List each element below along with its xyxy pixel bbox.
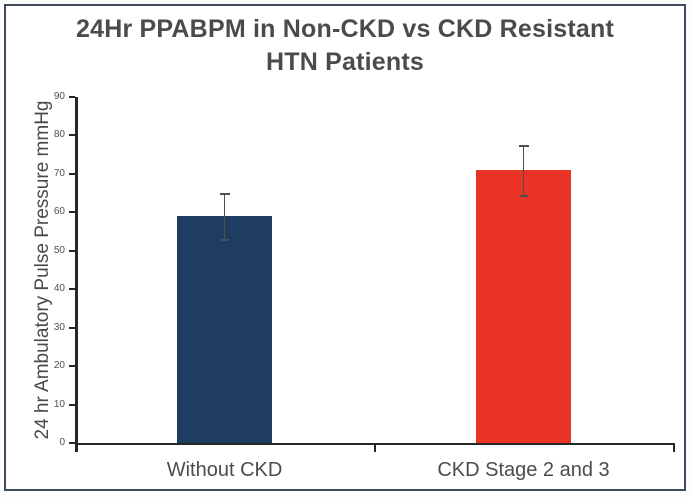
y-tick-mark — [69, 134, 75, 137]
bar-without-ckd — [177, 216, 272, 443]
y-tick-label: 40 — [53, 283, 65, 295]
chart-title-line-1: 24Hr PPABPM in Non-CKD vs CKD Resistant — [76, 15, 614, 43]
y-tick-mark — [69, 326, 75, 329]
category-label: Without CKD — [166, 459, 283, 481]
y-tick-mark — [69, 96, 75, 98]
y-tick-mark — [69, 172, 75, 175]
y-tick-mark — [69, 211, 75, 214]
error-bar-cap-bottom — [519, 195, 528, 197]
y-tick-label: 90 — [53, 91, 65, 102]
error-bar-line — [223, 193, 226, 240]
y-tick-label: 20 — [53, 360, 65, 372]
y-tick-mark — [69, 249, 75, 252]
y-tick-label: 0 — [59, 437, 65, 448]
y-axis-line — [75, 97, 78, 452]
y-tick-label: 50 — [53, 244, 65, 256]
y-tick-mark — [69, 365, 75, 368]
y-tick-label: 30 — [53, 321, 65, 333]
y-tick-label: 70 — [53, 167, 65, 179]
chart-title: 24Hr PPABPM in Non-CKD vs CKD Resistant … — [6, 13, 684, 79]
error-bar-cap-bottom — [220, 239, 229, 242]
category-label: CKD Stage 2 and 3 — [437, 459, 610, 481]
y-tick-label: 10 — [53, 398, 65, 410]
y-tick-mark — [69, 288, 75, 291]
y-tick-mark — [69, 403, 75, 406]
bar-ckd-stage-2-3 — [476, 170, 571, 443]
y-tick-mark — [69, 442, 75, 444]
y-tick-label: 60 — [53, 206, 65, 218]
y-tick-label: 80 — [53, 129, 65, 141]
y-axis-label: 24 hr Ambulatory Pulse Pressure mmHg — [32, 100, 53, 440]
error-bar-cap-top — [219, 193, 230, 195]
chart-title-line-2: HTN Patients — [266, 48, 424, 76]
chart-frame: 24Hr PPABPM in Non-CKD vs CKD Resistant … — [4, 4, 686, 491]
error-bar-cap-top — [518, 145, 529, 147]
error-bar-line — [522, 145, 525, 196]
x-tick-mark — [374, 443, 376, 452]
x-tick-mark — [673, 443, 675, 452]
